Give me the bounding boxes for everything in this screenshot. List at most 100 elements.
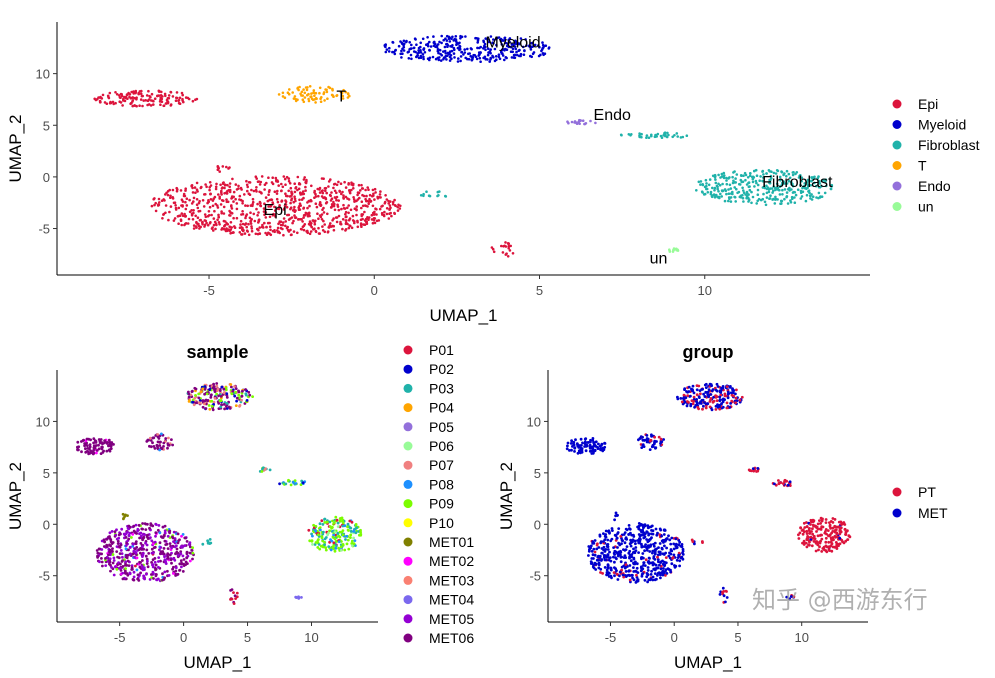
point xyxy=(432,41,436,44)
point xyxy=(645,434,649,437)
point xyxy=(212,229,215,232)
point xyxy=(99,100,102,104)
point xyxy=(217,394,221,398)
point xyxy=(405,40,408,44)
point xyxy=(240,188,243,191)
point xyxy=(163,570,167,574)
point xyxy=(332,186,335,190)
point xyxy=(609,559,613,563)
point xyxy=(824,184,828,188)
point xyxy=(489,48,493,51)
point xyxy=(463,48,467,51)
point xyxy=(161,572,164,576)
point xyxy=(119,101,123,104)
point xyxy=(573,450,576,453)
point xyxy=(121,555,124,559)
point xyxy=(373,221,377,225)
point xyxy=(119,549,123,552)
point xyxy=(324,197,328,201)
point xyxy=(413,37,417,40)
point xyxy=(713,188,716,192)
point xyxy=(192,403,196,407)
point xyxy=(201,405,205,409)
point xyxy=(822,179,826,182)
point xyxy=(464,35,467,38)
point xyxy=(769,194,772,197)
point xyxy=(373,187,377,191)
point xyxy=(136,529,140,533)
point xyxy=(820,525,824,529)
point xyxy=(674,544,678,548)
point xyxy=(816,534,820,538)
point xyxy=(105,449,109,453)
point xyxy=(76,440,80,444)
point xyxy=(174,208,178,211)
point xyxy=(603,558,607,562)
point xyxy=(770,177,773,180)
point xyxy=(375,208,378,211)
point xyxy=(338,517,342,520)
point xyxy=(102,538,106,542)
point xyxy=(650,524,654,528)
point xyxy=(195,198,199,201)
point xyxy=(632,547,635,551)
point xyxy=(479,45,483,49)
point xyxy=(225,402,229,405)
point xyxy=(177,222,180,225)
point xyxy=(410,57,413,61)
point xyxy=(775,169,779,172)
point xyxy=(105,441,109,444)
point xyxy=(330,539,334,543)
point xyxy=(179,552,183,556)
legend-key xyxy=(403,479,413,489)
point xyxy=(604,529,608,533)
point xyxy=(804,541,808,545)
point xyxy=(659,567,663,571)
point xyxy=(320,213,324,216)
point xyxy=(341,190,344,194)
point xyxy=(810,544,814,548)
point xyxy=(281,95,285,98)
point xyxy=(187,392,191,396)
point xyxy=(596,542,599,546)
point xyxy=(346,222,349,226)
point xyxy=(230,212,234,215)
point xyxy=(454,35,458,38)
point xyxy=(149,536,152,539)
point xyxy=(302,207,305,210)
point xyxy=(640,568,644,572)
point xyxy=(300,596,303,599)
point xyxy=(643,532,647,536)
point xyxy=(640,542,643,546)
point xyxy=(172,572,175,575)
point xyxy=(128,531,132,535)
point xyxy=(647,556,651,560)
point xyxy=(617,527,621,530)
point xyxy=(109,444,113,448)
point xyxy=(818,545,821,549)
point xyxy=(208,205,212,209)
point xyxy=(570,448,573,452)
point xyxy=(729,391,733,395)
point xyxy=(245,179,248,183)
point xyxy=(665,537,669,540)
point xyxy=(325,191,329,195)
point xyxy=(487,40,491,44)
point xyxy=(191,99,195,103)
point xyxy=(670,536,674,540)
point xyxy=(710,389,714,393)
point xyxy=(828,523,832,527)
point xyxy=(351,214,355,218)
point xyxy=(350,188,353,192)
point xyxy=(240,398,243,402)
point xyxy=(230,207,234,210)
point xyxy=(157,560,160,563)
point xyxy=(349,536,352,539)
point xyxy=(339,220,342,224)
point xyxy=(457,57,460,60)
point xyxy=(738,182,741,186)
point xyxy=(293,190,297,194)
point xyxy=(127,537,131,541)
x-tick-label: 5 xyxy=(244,630,251,645)
point xyxy=(319,215,323,219)
